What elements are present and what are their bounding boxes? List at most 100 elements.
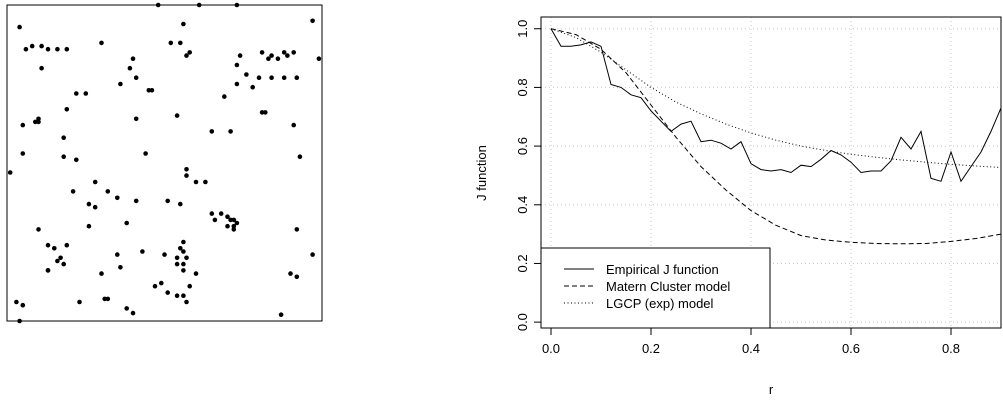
point-22 — [281, 50, 287, 55]
point-20 — [259, 50, 265, 55]
y-tick-label-5: 1.0 — [515, 20, 530, 38]
point-106 — [310, 252, 315, 257]
series-line-solid — [550, 28, 1001, 183]
point-76 — [209, 211, 215, 216]
y-axis-label: J function — [474, 145, 489, 201]
point-84 — [124, 220, 129, 226]
point-108 — [45, 268, 51, 273]
x-tick-label-3: 0.6 — [842, 341, 860, 356]
point-87 — [231, 223, 237, 229]
point-119 — [181, 293, 186, 299]
point-103 — [174, 261, 180, 267]
point-93 — [181, 239, 186, 245]
j-function-panel: 0.0 0.2 0.4 0.6 0.8 0.0 0.2 0.4 0.6 0.8 1.0 r J f… — [474, 16, 1002, 397]
x-tick-label-0: 0.0 — [542, 341, 560, 356]
point-25 — [275, 56, 281, 61]
point-49 — [33, 119, 38, 125]
point-120 — [165, 290, 170, 295]
point-9 — [55, 46, 60, 52]
point-26 — [285, 53, 290, 58]
point-71 — [86, 201, 92, 207]
point-72 — [92, 204, 98, 210]
point-13 — [168, 40, 174, 46]
point-79 — [228, 217, 233, 223]
point-21 — [269, 53, 274, 58]
point-86 — [212, 217, 218, 223]
point-2 — [234, 2, 240, 8]
point-28 — [127, 65, 133, 71]
point-41 — [74, 91, 79, 96]
point-42 — [83, 91, 89, 96]
point-17 — [316, 56, 322, 61]
point-111 — [99, 271, 104, 276]
point-65 — [203, 179, 208, 185]
point-59 — [74, 157, 79, 163]
point-47 — [263, 110, 268, 115]
point-46 — [259, 110, 265, 115]
point-114 — [294, 274, 300, 280]
chart-series — [550, 28, 1001, 245]
series-line-dashed — [550, 28, 1001, 245]
point-128 — [278, 312, 284, 318]
point-43 — [222, 94, 227, 99]
point-82 — [225, 223, 230, 229]
point-67 — [92, 179, 98, 185]
point-34 — [269, 75, 274, 80]
point-27 — [39, 65, 44, 71]
legend-label-0: Empirical J function — [606, 262, 719, 277]
point-61 — [297, 154, 303, 159]
point-45 — [174, 113, 180, 118]
y-axis: 0.0 0.2 0.4 0.6 0.8 1.0 — [515, 20, 542, 331]
point-101 — [115, 252, 120, 257]
point-8 — [45, 46, 51, 52]
legend-box — [540, 247, 771, 329]
point-92 — [64, 242, 70, 248]
point-69 — [70, 189, 76, 194]
point-130 — [130, 310, 136, 316]
point-113 — [288, 271, 293, 276]
point-32 — [244, 72, 249, 77]
y-tick-label-0: 0.0 — [515, 313, 530, 331]
point-62 — [184, 167, 189, 172]
point-99 — [174, 255, 180, 261]
point-83 — [231, 227, 237, 232]
point-117 — [187, 283, 192, 289]
point-78 — [225, 214, 230, 219]
point-96 — [58, 255, 63, 261]
point-110 — [181, 268, 186, 273]
point-95 — [181, 249, 186, 254]
point-35 — [281, 75, 287, 80]
point-11 — [23, 46, 29, 52]
point-4 — [310, 18, 315, 24]
point-40 — [149, 88, 155, 93]
point-63 — [184, 173, 189, 178]
point-123 — [124, 306, 129, 311]
point-15 — [187, 50, 192, 55]
series-line-dotted — [550, 28, 1001, 168]
point-74 — [165, 198, 170, 204]
point-64 — [193, 179, 199, 185]
point-85 — [86, 223, 92, 229]
point-68 — [105, 189, 111, 194]
point-12 — [99, 40, 104, 46]
point-7 — [39, 43, 44, 49]
point-73 — [133, 198, 139, 204]
x-tick-label-1: 0.2 — [642, 341, 660, 356]
point-38 — [250, 84, 255, 90]
point-37 — [234, 81, 240, 87]
legend-label-2: LGCP (exp) model — [606, 296, 714, 311]
point-105 — [140, 249, 145, 254]
point-24 — [266, 56, 271, 61]
point-30 — [118, 81, 123, 87]
point-66 — [7, 170, 13, 175]
point-pattern-window — [6, 4, 323, 322]
point-112 — [193, 271, 199, 276]
point-109 — [118, 265, 123, 270]
point-81 — [234, 220, 240, 226]
point-10 — [64, 46, 70, 52]
point-60 — [143, 151, 148, 156]
point-58 — [61, 154, 66, 159]
point-36 — [294, 75, 300, 80]
point-125 — [184, 299, 189, 305]
